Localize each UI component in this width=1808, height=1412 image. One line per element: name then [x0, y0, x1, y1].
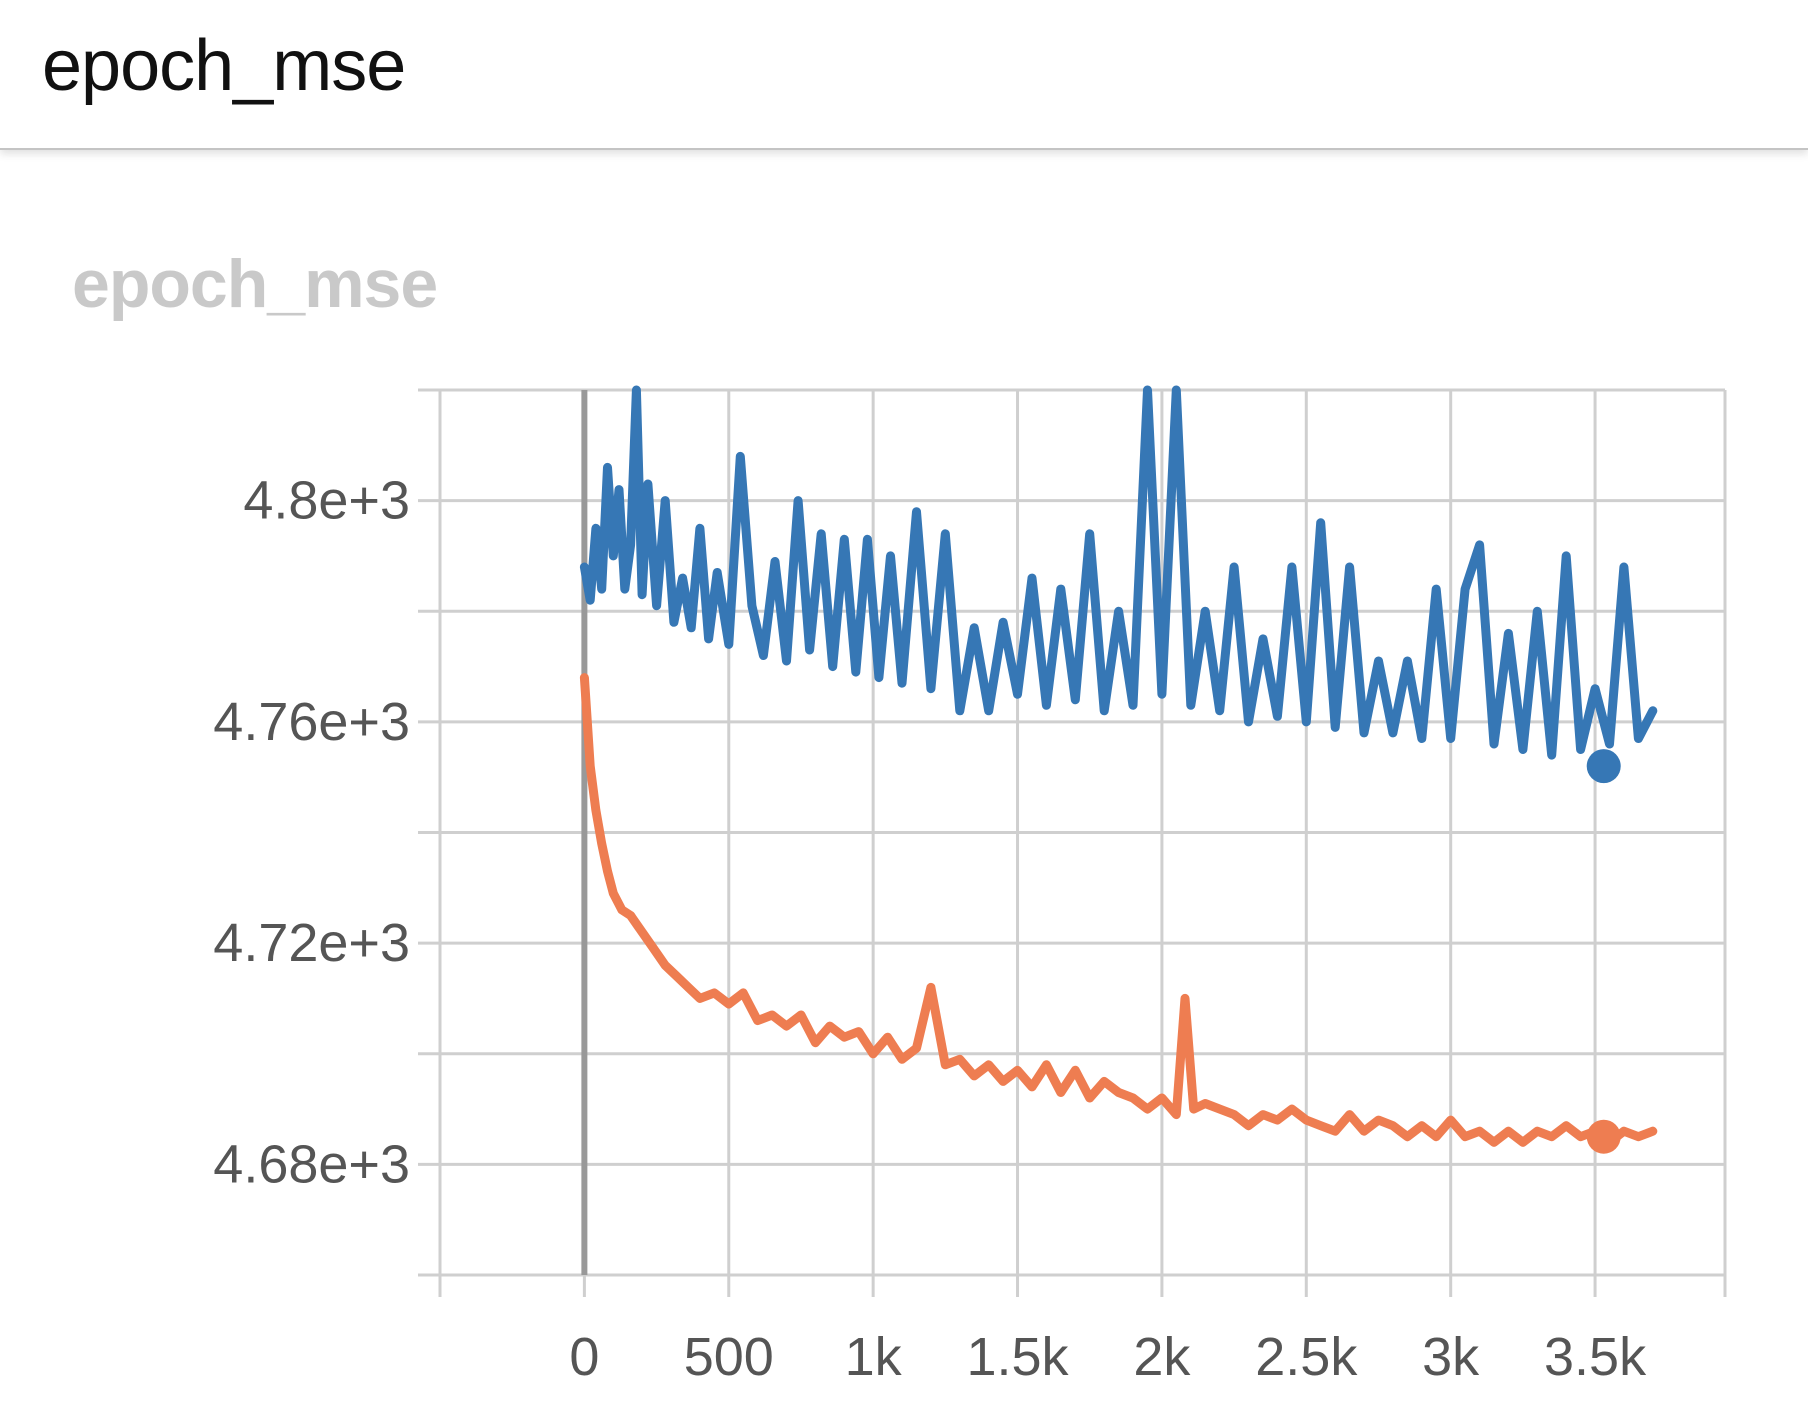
series-marker-0 — [1586, 749, 1621, 784]
series-line-1 — [579, 673, 1658, 1147]
series — [579, 385, 1658, 1154]
tick-labels: 4.8e+3 4.76e+3 4.72e+3 4.68e+3 0 500 1k 1.5k 2k 2… — [213, 471, 1647, 1387]
x-tick-label-0: 0 — [569, 1327, 599, 1387]
y-tick-label-2: 4.72e+3 — [213, 913, 410, 973]
y-tick-label-3: 4.68e+3 — [213, 1134, 410, 1194]
header-title: epoch_mse — [42, 26, 406, 106]
x-tick-label-6: 3k — [1422, 1327, 1480, 1387]
x-tick-label-1: 500 — [684, 1327, 774, 1387]
x-tick-label-2: 1k — [845, 1327, 903, 1387]
header-bar: epoch_mse — [0, 0, 1808, 150]
y-tick-label-1: 4.76e+3 — [213, 692, 410, 752]
y-tick-label-0: 4.8e+3 — [243, 471, 410, 531]
x-tick-label-4: 2k — [1133, 1327, 1191, 1387]
series-marker-1 — [1586, 1119, 1621, 1154]
card-title: epoch_mse — [72, 246, 438, 322]
x-tick-label-7: 3.5k — [1544, 1327, 1647, 1387]
x-tick-label-5: 2.5k — [1255, 1327, 1358, 1387]
series-line-0 — [579, 385, 1658, 760]
x-tick-label-3: 1.5k — [966, 1327, 1069, 1387]
